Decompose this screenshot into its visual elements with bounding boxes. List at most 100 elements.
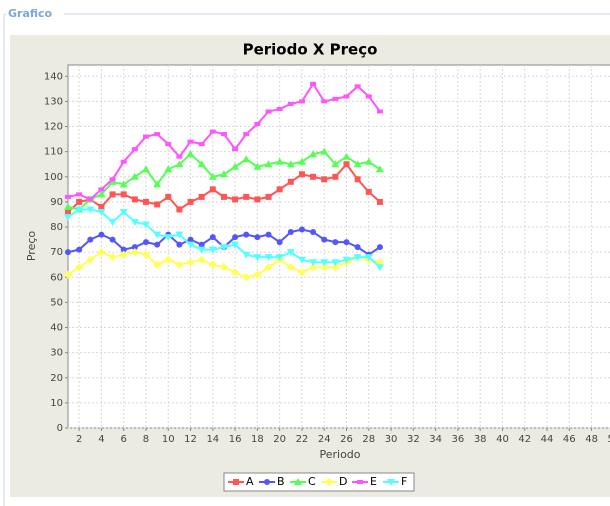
marker — [76, 198, 83, 205]
marker — [243, 193, 250, 200]
marker — [354, 84, 361, 89]
marker — [164, 255, 173, 264]
marker — [287, 101, 294, 106]
x-tick-label: 32 — [407, 434, 420, 445]
marker — [87, 236, 94, 243]
marker — [310, 173, 317, 180]
marker — [86, 255, 95, 264]
marker — [354, 176, 361, 183]
x-tick-label: 30 — [385, 434, 398, 445]
marker — [242, 251, 251, 259]
y-axis-label: Preço — [25, 231, 38, 262]
marker — [141, 221, 150, 229]
legend-label: C — [308, 475, 316, 488]
marker — [154, 132, 161, 137]
marker — [331, 259, 340, 267]
marker — [198, 193, 205, 200]
marker — [187, 198, 194, 205]
x-tick-label: 48 — [585, 434, 598, 445]
marker — [219, 244, 228, 252]
marker — [76, 246, 83, 253]
marker — [297, 256, 306, 264]
marker — [387, 479, 395, 486]
x-tick-label: 34 — [429, 434, 442, 445]
marker — [265, 231, 272, 238]
marker — [325, 478, 333, 486]
marker — [98, 203, 105, 210]
x-tick-label: 4 — [98, 434, 104, 445]
marker — [98, 187, 105, 192]
marker — [119, 208, 128, 216]
marker — [65, 194, 71, 199]
marker — [375, 264, 384, 272]
marker — [187, 139, 194, 144]
marker — [97, 248, 106, 257]
marker — [309, 263, 318, 272]
marker — [376, 244, 383, 251]
marker — [294, 478, 302, 485]
marker — [232, 196, 239, 203]
marker — [153, 231, 162, 239]
y-tick-label: 80 — [50, 222, 63, 233]
marker — [208, 172, 217, 180]
x-tick-label: 42 — [518, 434, 531, 445]
marker — [243, 132, 250, 137]
marker — [131, 196, 138, 203]
marker — [353, 254, 362, 262]
marker — [154, 201, 161, 208]
marker — [232, 147, 239, 152]
marker — [298, 99, 305, 104]
marker — [298, 226, 305, 233]
marker — [276, 239, 283, 246]
marker — [130, 248, 139, 257]
x-tick-label: 44 — [541, 434, 554, 445]
legend-label: A — [246, 475, 254, 488]
x-tick-label: 2 — [76, 434, 82, 445]
marker — [231, 241, 240, 249]
marker — [231, 162, 240, 170]
x-tick-label: 10 — [162, 434, 175, 445]
marker — [219, 263, 228, 272]
x-tick-label: 18 — [251, 434, 264, 445]
x-tick-label: 20 — [273, 434, 286, 445]
marker — [332, 96, 339, 101]
marker — [64, 270, 72, 279]
marker — [254, 122, 261, 127]
marker — [342, 256, 351, 264]
marker — [120, 159, 127, 164]
marker — [130, 219, 139, 227]
marker — [98, 231, 105, 238]
marker — [357, 480, 363, 484]
marker — [97, 190, 106, 198]
marker — [275, 254, 284, 262]
marker — [65, 249, 71, 256]
marker — [119, 250, 128, 259]
marker — [131, 147, 138, 152]
y-tick-label: 100 — [44, 172, 63, 183]
marker — [119, 180, 128, 188]
x-tick-label: 26 — [340, 434, 353, 445]
marker — [209, 234, 216, 241]
marker — [198, 142, 205, 147]
marker — [197, 246, 206, 254]
marker — [253, 254, 262, 262]
marker — [264, 160, 273, 168]
marker — [242, 155, 251, 163]
marker — [310, 81, 317, 86]
marker — [164, 165, 173, 173]
legend-box — [223, 472, 415, 492]
marker — [120, 191, 127, 198]
marker — [176, 206, 183, 213]
legend-label: D — [339, 475, 347, 488]
marker — [343, 161, 350, 168]
marker — [265, 193, 272, 200]
marker — [97, 208, 106, 216]
marker — [130, 172, 139, 180]
x-tick-label: 22 — [296, 434, 309, 445]
legend-label: B — [277, 475, 285, 488]
y-tick-label: 130 — [44, 96, 63, 107]
legend-label: F — [401, 475, 407, 488]
